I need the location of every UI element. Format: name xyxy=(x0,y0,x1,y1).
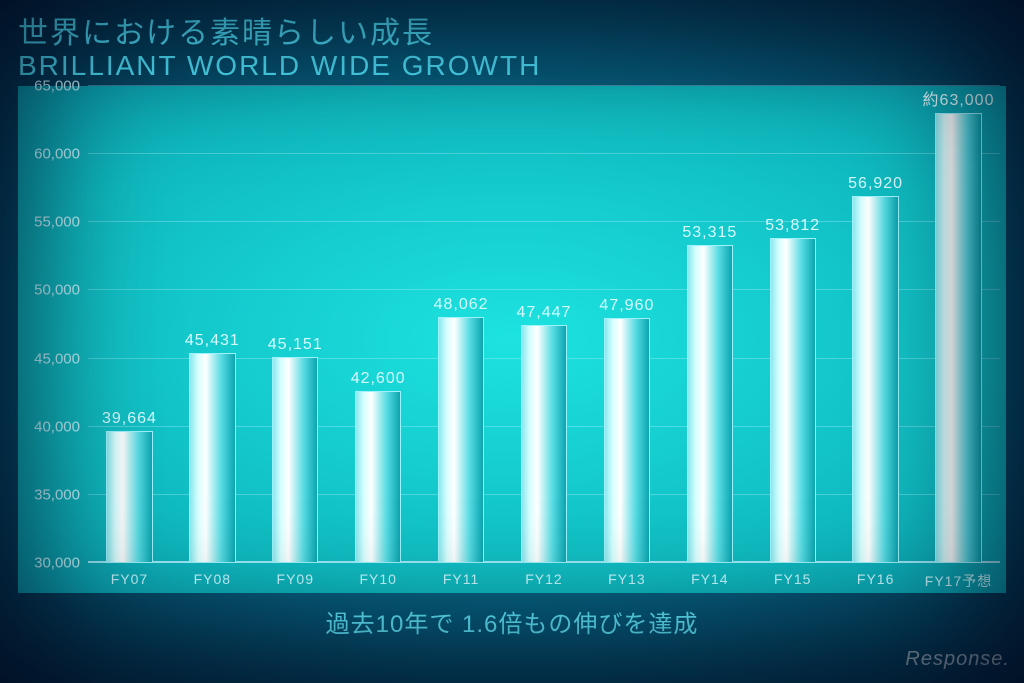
bar: 45,151 xyxy=(272,357,318,563)
y-tick-label: 65,000 xyxy=(34,78,80,95)
y-tick-label: 45,000 xyxy=(34,350,80,367)
bar-value-label: 53,812 xyxy=(765,217,820,239)
bar-slot: 47,447FY12 xyxy=(503,86,586,563)
title-japanese: 世界における素晴らしい成長 xyxy=(18,8,1006,52)
bar-value-label: 48,062 xyxy=(434,296,489,318)
bar: 約63,000 xyxy=(935,113,981,563)
x-tick-label: FY07 xyxy=(111,563,148,587)
y-tick-label: 40,000 xyxy=(34,418,80,435)
x-tick-label: FY08 xyxy=(194,563,231,587)
x-tick-label: FY13 xyxy=(608,563,645,587)
bar-value-label: 45,151 xyxy=(268,336,323,358)
title-english: BRILLIANT WORLD WIDE GROWTH xyxy=(18,50,1006,82)
y-tick-label: 55,000 xyxy=(34,214,80,231)
bar-slot: 48,062FY11 xyxy=(420,86,503,563)
bar-slot: 45,431FY08 xyxy=(171,86,254,563)
bar-slot: 53,315FY14 xyxy=(668,86,751,563)
caption: 過去10年で 1.6倍もの伸びを達成 xyxy=(0,604,1024,639)
bar-value-label: 47,447 xyxy=(517,304,572,326)
bar: 48,062 xyxy=(438,317,484,563)
y-tick-label: 50,000 xyxy=(34,282,80,299)
bar-value-label: 53,315 xyxy=(682,224,737,246)
bar-slot: 約63,000FY17予想 xyxy=(917,86,1000,563)
x-tick-label: FY11 xyxy=(443,563,479,587)
bar: 53,315 xyxy=(687,245,733,563)
bar-value-label: 47,960 xyxy=(599,297,654,319)
bar: 45,431 xyxy=(189,353,235,563)
bar-slot: 47,960FY13 xyxy=(585,86,668,563)
bar-value-label: 45,431 xyxy=(185,332,240,354)
bar: 53,812 xyxy=(770,238,816,563)
bar: 42,600 xyxy=(355,391,401,563)
x-tick-label: FY12 xyxy=(525,563,562,587)
bar-value-label: 42,600 xyxy=(351,370,406,392)
bar: 39,664 xyxy=(106,431,152,563)
y-tick-label: 30,000 xyxy=(34,555,80,572)
watermark: Response. xyxy=(905,648,1010,671)
x-tick-label: FY14 xyxy=(691,563,728,587)
y-tick-label: 60,000 xyxy=(34,146,80,163)
bar-slot: 53,812FY15 xyxy=(751,86,834,563)
slide: 世界における素晴らしい成長 BRILLIANT WORLD WIDE GROWT… xyxy=(0,0,1024,683)
plot-area: 39,664FY0745,431FY0845,151FY0942,600FY10… xyxy=(88,86,1000,563)
x-tick-label: FY16 xyxy=(857,563,894,587)
y-axis-labels: 30,000 35,000 40,000 45,000 50,000 55,000 60,0… xyxy=(18,86,86,593)
x-tick-label: FY17予想 xyxy=(925,563,992,591)
bar-slot: 56,920FY16 xyxy=(834,86,917,563)
bar-chart: 30,000 35,000 40,000 45,000 50,000 55,000 60,0… xyxy=(18,86,1006,593)
watermark-text: Response. xyxy=(905,648,1010,670)
bar-value-label: 約63,000 xyxy=(923,86,995,114)
bar-slot: 39,664FY07 xyxy=(88,86,171,563)
y-tick-label: 35,000 xyxy=(34,486,80,503)
x-tick-label: FY15 xyxy=(774,563,811,587)
bar-value-label: 56,920 xyxy=(848,175,903,197)
bar: 47,960 xyxy=(604,318,650,563)
bar-slot: 45,151FY09 xyxy=(254,86,337,563)
bar: 47,447 xyxy=(521,325,567,563)
x-tick-label: FY09 xyxy=(277,563,314,587)
x-tick-label: FY10 xyxy=(359,563,396,587)
bar-slot: 42,600FY10 xyxy=(337,86,420,563)
bar-value-label: 39,664 xyxy=(102,410,157,432)
bar: 56,920 xyxy=(852,196,898,563)
